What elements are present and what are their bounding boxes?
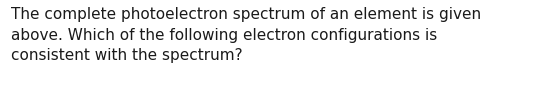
Text: The complete photoelectron spectrum of an element is given
above. Which of the f: The complete photoelectron spectrum of a…: [11, 7, 482, 63]
